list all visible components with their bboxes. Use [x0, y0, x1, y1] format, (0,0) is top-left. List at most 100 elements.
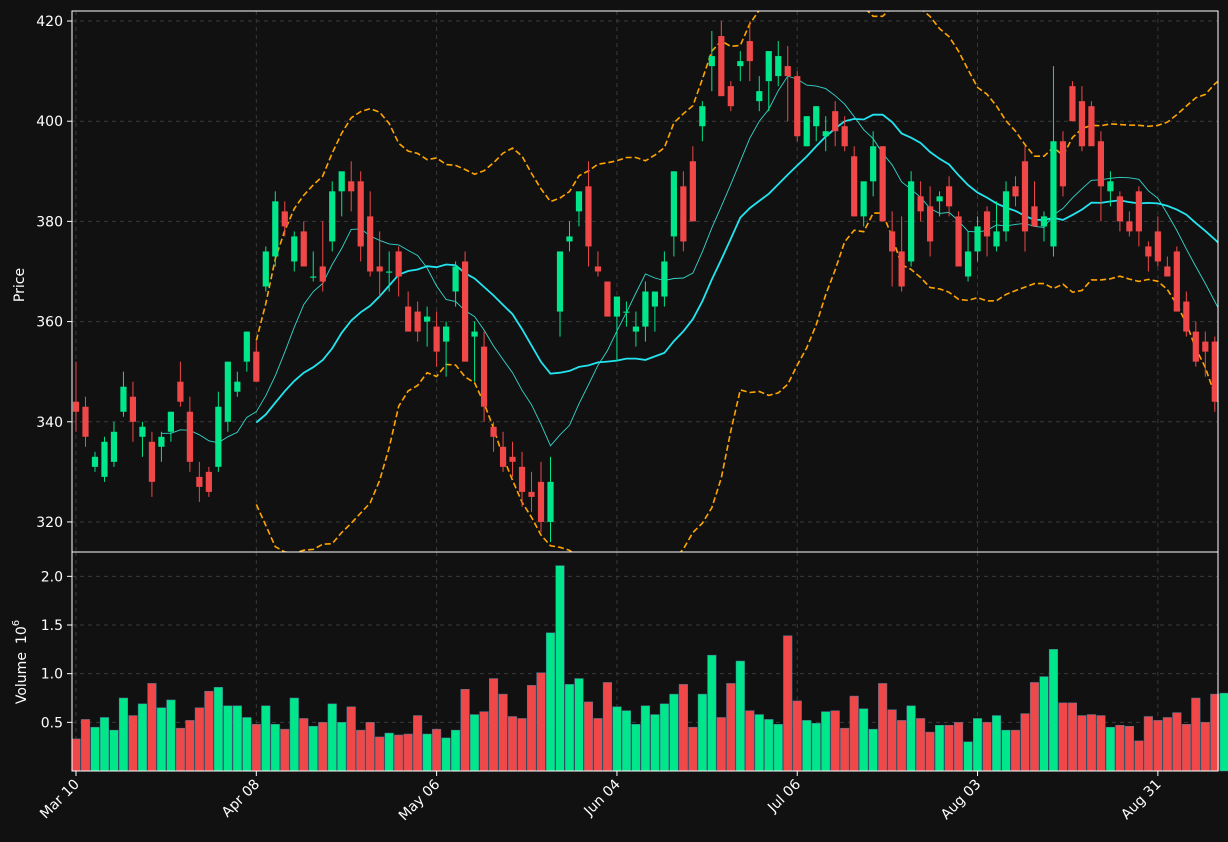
candle-body — [1031, 206, 1038, 227]
volume-bar — [735, 660, 745, 772]
volume-bar — [963, 741, 973, 772]
candle-body — [765, 51, 772, 82]
candle-body — [737, 61, 744, 67]
candle-body — [1088, 106, 1095, 147]
candle-body — [158, 436, 165, 447]
candle-body — [461, 261, 469, 362]
volume-bar — [631, 724, 641, 772]
candle-body — [727, 86, 734, 107]
candle-body — [927, 206, 934, 242]
candle-body — [879, 146, 886, 222]
volume-bar — [232, 705, 242, 772]
volume-bar — [470, 714, 480, 772]
volume-bar — [403, 733, 413, 772]
volume-bar — [451, 729, 461, 772]
candle-body — [1154, 231, 1161, 262]
candle-body — [528, 491, 535, 497]
volume-bar — [1067, 702, 1078, 772]
candle-body — [1173, 251, 1180, 312]
volume-bar — [897, 720, 907, 772]
volume-exponent-base: 10 — [14, 626, 30, 644]
volume-bar — [242, 717, 252, 772]
bollinger-upper-line — [255, 11, 1218, 341]
candle-body — [841, 126, 848, 147]
volume-bar — [1077, 715, 1087, 772]
volume-bar — [137, 703, 147, 772]
candle-body — [756, 91, 763, 102]
volume-bar — [583, 701, 594, 772]
moving-average-lines — [161, 75, 1218, 447]
candle-body — [908, 181, 915, 262]
candle-body — [424, 316, 431, 322]
volume-bar — [80, 719, 91, 772]
volume-bar — [640, 705, 650, 772]
volume-tick-label: 1.5 — [41, 618, 63, 634]
candle-body — [262, 251, 269, 287]
candle-body — [537, 481, 545, 522]
candle-body — [670, 171, 677, 237]
volume-bar — [973, 718, 983, 772]
candle-body — [1145, 246, 1152, 257]
volume-bar — [526, 685, 537, 772]
candle-body — [167, 411, 174, 432]
volume-bar — [1115, 725, 1125, 772]
volume-bar — [954, 722, 964, 772]
volume-bar — [783, 635, 793, 772]
candle-body — [585, 186, 592, 247]
candle-body — [689, 161, 696, 222]
candle-body — [1192, 331, 1199, 362]
candle-body — [101, 441, 108, 477]
volume-bar — [441, 737, 451, 772]
price-tick-label: 380 — [36, 214, 63, 230]
price-tick-label: 320 — [36, 515, 63, 531]
volume-bar — [1029, 682, 1040, 772]
volume-bar — [745, 710, 755, 772]
volume-bar — [1200, 722, 1210, 772]
candle-body — [1126, 221, 1133, 232]
candle-body — [490, 426, 497, 437]
candle-body — [794, 76, 801, 137]
candle-body — [177, 381, 184, 402]
volume-bar — [792, 700, 802, 772]
candle-body — [1059, 141, 1067, 187]
volume-bar — [916, 718, 926, 772]
candle-body — [291, 236, 298, 262]
candle-body — [575, 191, 583, 212]
candle-body — [860, 181, 867, 217]
volume-bar — [489, 678, 499, 772]
volume-bar — [90, 726, 100, 772]
volume-bar — [185, 720, 195, 772]
volume-bar — [1039, 676, 1049, 772]
candle-body — [1135, 191, 1142, 232]
candle-body — [443, 326, 450, 342]
volume-bar — [327, 703, 337, 772]
moving-average-fast-line — [161, 75, 1218, 447]
volume-bar — [1048, 649, 1059, 772]
candle-body — [1183, 301, 1190, 332]
volume-bar — [811, 723, 821, 772]
volume-bar — [868, 728, 878, 772]
volume-bar — [536, 672, 546, 772]
candle-body — [499, 446, 507, 467]
volume-exponent-power: 6 — [11, 620, 22, 626]
candle-body — [955, 216, 962, 267]
volume-bar — [517, 718, 527, 772]
volume-bar — [830, 710, 840, 772]
candle-body — [1040, 216, 1048, 227]
candle-body — [414, 311, 421, 332]
candle-body — [1107, 181, 1114, 192]
candle-body — [1211, 341, 1218, 402]
volume-bar — [365, 722, 375, 772]
volume-tick-label: 1.0 — [41, 667, 63, 683]
price-axis-ticks: 320 340 360 380 400 420 — [36, 14, 72, 531]
candle-body — [945, 186, 953, 207]
volume-bar — [859, 708, 869, 772]
candle-body — [1012, 186, 1019, 197]
price-tick-label: 340 — [36, 415, 63, 431]
volume-bar — [413, 715, 423, 772]
candle-body — [813, 106, 820, 127]
volume-bar — [1191, 697, 1201, 772]
volume-bar — [1153, 720, 1163, 772]
candle-body — [803, 116, 810, 147]
volume-bar — [887, 709, 897, 772]
